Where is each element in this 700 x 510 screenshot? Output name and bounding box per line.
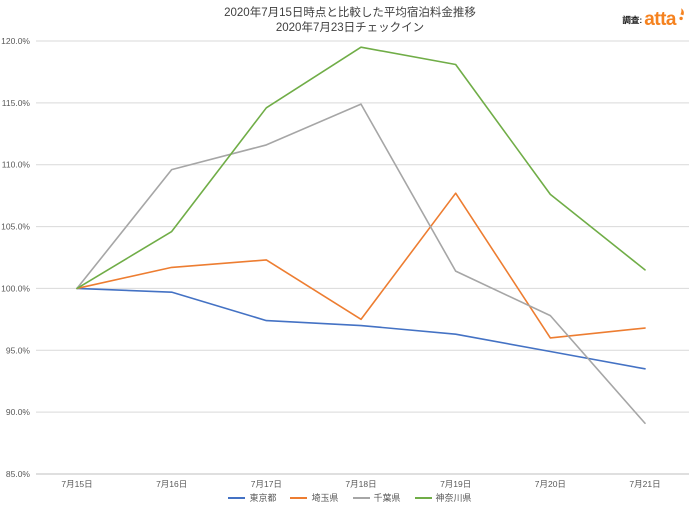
y-axis-tick-label: 85.0% (6, 469, 31, 479)
series-line-神奈川県 (76, 46, 646, 290)
legend-item: 埼玉県 (290, 491, 339, 504)
x-axis-tick-label: 7月21日 (629, 479, 660, 489)
y-axis-tick-label: 110.0% (2, 160, 31, 170)
y-axis-tick-label: 120.0% (1, 36, 30, 46)
series-line-東京都 (76, 287, 646, 370)
atta-brand-text: atta (644, 9, 676, 30)
atta-spark-icon (677, 7, 686, 29)
y-axis-tick-label: 95.0% (6, 345, 31, 355)
legend-label: 埼玉県 (311, 493, 339, 503)
legend-item: 千葉県 (352, 491, 401, 504)
x-axis-tick-label: 7月19日 (440, 479, 471, 489)
x-axis-tick-label: 7月16日 (156, 479, 187, 489)
legend-label: 千葉県 (373, 493, 401, 503)
y-axis-tick-label: 90.0% (6, 407, 31, 417)
legend-line-swatch (228, 496, 246, 499)
survey-label: 調査: (622, 15, 643, 25)
legend-line-swatch (290, 496, 308, 499)
series-line-千葉県 (76, 103, 646, 425)
y-axis-tick-label: 105.0% (1, 222, 30, 232)
atta-logo: 調査: atta (622, 7, 686, 29)
chart-legend: 東京都 埼玉県 千葉県 神奈川県 (0, 491, 700, 504)
y-axis-tick-label: 115.0% (2, 98, 31, 108)
legend-line-swatch (352, 496, 370, 499)
x-axis-tick-label: 7月20日 (535, 479, 566, 489)
legend-item: 東京都 (228, 491, 276, 504)
y-axis-tick-label: 100.0% (1, 283, 30, 293)
series-line-埼玉県 (76, 192, 646, 339)
legend-item: 神奈川県 (414, 491, 472, 504)
x-axis-tick-label: 7月18日 (345, 479, 376, 489)
legend-label: 東京都 (249, 493, 277, 503)
x-axis-tick-label: 7月15日 (61, 479, 92, 489)
legend-label: 神奈川県 (435, 493, 472, 503)
x-axis-tick-label: 7月17日 (251, 479, 282, 489)
legend-line-swatch (414, 496, 432, 499)
